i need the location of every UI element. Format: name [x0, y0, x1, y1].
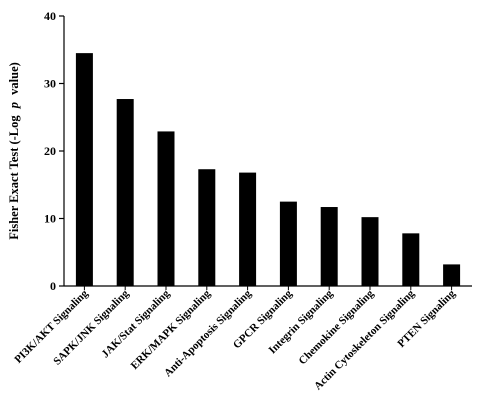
y-axis-label-suffix: value) [7, 62, 21, 95]
y-tick-label: 10 [44, 212, 56, 226]
bar [239, 172, 257, 286]
bar [361, 217, 379, 286]
bar [402, 233, 420, 286]
x-tick-label: SAPK/JNK Signaling [51, 287, 131, 367]
x-tick-label: ERK/MAPK Signaling [129, 287, 214, 372]
x-tick-label: JAK/Stat Signaling [99, 287, 172, 360]
y-tick-label: 40 [44, 9, 56, 23]
bar [75, 53, 93, 286]
bar [116, 99, 134, 287]
y-tick-label: 20 [44, 144, 56, 158]
bar [279, 201, 297, 286]
x-tick-label: PI3K/AKT Signaling [12, 287, 91, 366]
y-axis-label: Fisher Exact Test (-Log p value) [7, 62, 21, 240]
y-axis-label-italic: p [7, 102, 21, 109]
y-ticks: 0 10 20 30 40 [44, 9, 64, 293]
bar [157, 131, 175, 286]
bars [75, 53, 461, 287]
y-axis-label-prefix: Fisher Exact Test (-Log [7, 115, 21, 240]
bar [320, 207, 338, 286]
bar [198, 169, 216, 286]
y-tick-label: 0 [50, 279, 56, 293]
x-tick-label: Chemokine Signaling [297, 287, 377, 367]
bar [443, 264, 461, 286]
y-tick-label: 30 [44, 77, 56, 91]
